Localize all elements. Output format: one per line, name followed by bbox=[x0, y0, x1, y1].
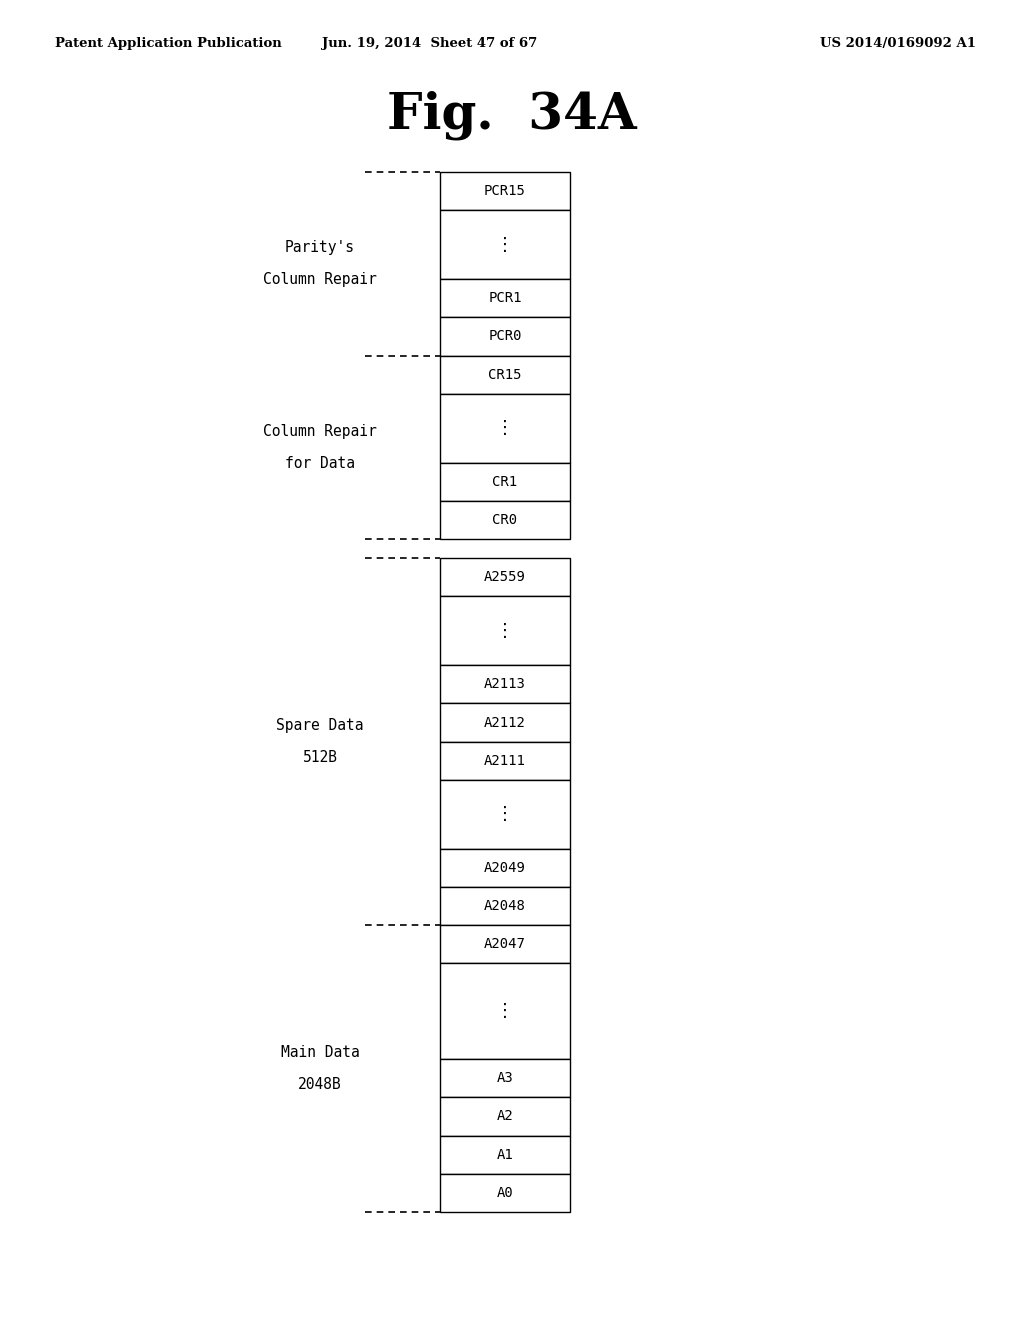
Text: Spare Data: Spare Data bbox=[276, 718, 364, 733]
Text: Column Repair: Column Repair bbox=[263, 424, 377, 438]
Text: PCR1: PCR1 bbox=[488, 292, 522, 305]
Text: A2559: A2559 bbox=[484, 570, 526, 585]
Text: ⋮: ⋮ bbox=[496, 1002, 514, 1020]
Text: 2048B: 2048B bbox=[298, 1077, 342, 1092]
Bar bbox=[440, 1059, 570, 1097]
Text: A2048: A2048 bbox=[484, 899, 526, 913]
Text: CR15: CR15 bbox=[488, 368, 522, 381]
Text: for Data: for Data bbox=[285, 455, 355, 471]
Text: A1: A1 bbox=[497, 1147, 513, 1162]
Bar bbox=[440, 925, 570, 964]
Text: Fig.  34A: Fig. 34A bbox=[387, 90, 637, 140]
Bar bbox=[440, 172, 570, 210]
Bar bbox=[440, 500, 570, 539]
Bar bbox=[440, 1173, 570, 1212]
Bar bbox=[440, 704, 570, 742]
Text: PCR15: PCR15 bbox=[484, 183, 526, 198]
Bar bbox=[440, 964, 570, 1059]
Bar bbox=[440, 355, 570, 393]
Text: A0: A0 bbox=[497, 1185, 513, 1200]
Text: ⋮: ⋮ bbox=[496, 420, 514, 437]
Text: A3: A3 bbox=[497, 1071, 513, 1085]
Text: A2111: A2111 bbox=[484, 754, 526, 768]
Bar bbox=[440, 393, 570, 462]
Text: A2112: A2112 bbox=[484, 715, 526, 730]
Text: CR1: CR1 bbox=[493, 475, 517, 488]
Bar bbox=[440, 1135, 570, 1173]
Text: Jun. 19, 2014  Sheet 47 of 67: Jun. 19, 2014 Sheet 47 of 67 bbox=[323, 37, 538, 50]
Text: ⋮: ⋮ bbox=[496, 622, 514, 640]
Text: PCR0: PCR0 bbox=[488, 330, 522, 343]
Bar bbox=[440, 665, 570, 704]
Text: A2047: A2047 bbox=[484, 937, 526, 952]
Text: Column Repair: Column Repair bbox=[263, 272, 377, 288]
Bar bbox=[440, 558, 570, 597]
Bar bbox=[440, 780, 570, 849]
Text: A2049: A2049 bbox=[484, 861, 526, 875]
Bar bbox=[440, 742, 570, 780]
Text: 512B: 512B bbox=[302, 750, 338, 766]
Text: US 2014/0169092 A1: US 2014/0169092 A1 bbox=[820, 37, 976, 50]
Bar bbox=[440, 597, 570, 665]
Text: ⋮: ⋮ bbox=[496, 236, 514, 253]
Bar bbox=[440, 887, 570, 925]
Bar bbox=[440, 210, 570, 279]
Bar bbox=[440, 462, 570, 500]
Text: ⋮: ⋮ bbox=[496, 805, 514, 824]
Text: Parity's: Parity's bbox=[285, 240, 355, 255]
Text: A2113: A2113 bbox=[484, 677, 526, 692]
Bar bbox=[440, 279, 570, 317]
Bar bbox=[440, 1097, 570, 1135]
Text: A2: A2 bbox=[497, 1109, 513, 1123]
Bar bbox=[440, 849, 570, 887]
Bar bbox=[440, 317, 570, 355]
Text: Patent Application Publication: Patent Application Publication bbox=[55, 37, 282, 50]
Text: CR0: CR0 bbox=[493, 513, 517, 527]
Text: Main Data: Main Data bbox=[281, 1045, 359, 1060]
